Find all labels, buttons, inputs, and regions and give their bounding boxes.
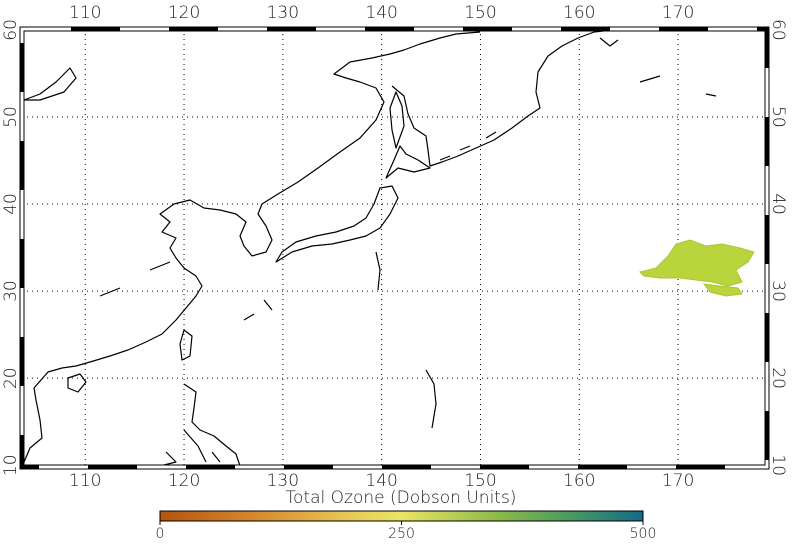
lon-tick-label: 150: [464, 471, 496, 491]
coastline-philippines: [159, 383, 241, 467]
lat-tick-label: 10: [1, 454, 21, 476]
coastline-korea-russia: [251, 31, 481, 257]
lon-tick-label: 120: [168, 3, 200, 23]
map-area: [22, 29, 767, 467]
lat-tick-label: 40: [1, 193, 21, 215]
colorbar-title: Total Ozone (Dobson Units): [286, 488, 517, 508]
lon-tick-label: 140: [365, 3, 397, 23]
lon-tick-label: 170: [662, 3, 694, 23]
colorbar: [159, 510, 644, 522]
ozone-patch: [702, 283, 743, 297]
lon-tick-label: 150: [464, 3, 496, 23]
ozone-field: [639, 239, 755, 297]
lat-tick-label: 10: [768, 454, 788, 476]
coastline-china: [23, 199, 253, 463]
lat-tick-label: 20: [768, 367, 788, 389]
coastline-islands: [99, 251, 437, 429]
lon-tick-label: 110: [69, 471, 101, 491]
colorbar-ticks: 0 250 500: [156, 521, 657, 542]
lon-tick-label: 110: [69, 3, 101, 23]
coastline-okhotsk: [391, 29, 613, 167]
map-frame: [19, 26, 770, 470]
lat-tick-label: 30: [768, 280, 788, 302]
lon-tick-label: 130: [267, 471, 299, 491]
coastline-kuril: [23, 37, 717, 161]
lat-tick-label: 40: [768, 193, 788, 215]
ozone-patch: [639, 239, 755, 287]
lat-tick-label: 30: [1, 280, 21, 302]
lat-tick-label: 50: [768, 106, 788, 128]
lon-tick-label: 140: [365, 471, 397, 491]
axis-labels: 110 110 120 120 130 130 140 140 150 150 160 160 170 1…: [1, 3, 788, 491]
lat-tick-label: 60: [768, 19, 788, 41]
colorbar-tick-label: 500: [630, 526, 657, 542]
coastline-taiwan: [179, 329, 193, 361]
coastline-sakhalin: [389, 91, 405, 149]
coastlines: [23, 29, 717, 467]
lon-tick-label: 130: [267, 3, 299, 23]
lat-tick-label: 20: [1, 367, 21, 389]
lon-tick-label: 170: [662, 471, 694, 491]
lon-tick-label: 120: [168, 471, 200, 491]
coastline-japan: [275, 185, 399, 263]
coastline-hokkaido: [385, 145, 431, 179]
lon-tick-label: 160: [563, 471, 595, 491]
lon-tick-label: 160: [563, 3, 595, 23]
coastline-hainan: [67, 373, 87, 393]
colorbar-tick-label: 0: [156, 526, 165, 542]
lat-tick-label: 50: [1, 106, 21, 128]
colorbar-tick-label: 250: [388, 526, 415, 542]
lat-tick-label: 60: [1, 19, 21, 41]
